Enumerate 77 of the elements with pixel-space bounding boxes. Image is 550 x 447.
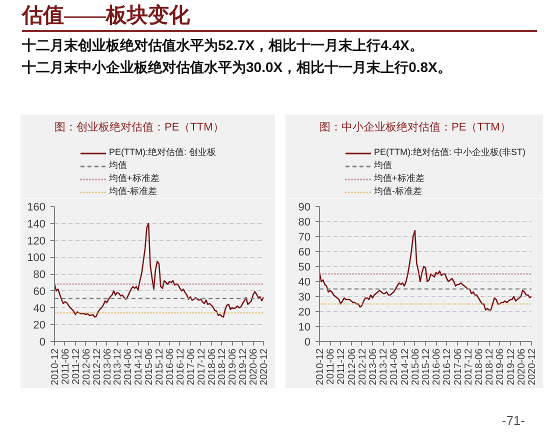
y-tick-label: 90: [298, 202, 311, 214]
x-tick-label: 2019-12: [238, 348, 250, 386]
x-tick-label: 2016-12: [442, 348, 454, 386]
x-tick-label: 2019-06: [228, 348, 239, 386]
x-tick-label: 2013-12: [112, 348, 124, 386]
y-tick-label: 60: [33, 286, 46, 298]
y-tick-label: 100: [27, 252, 46, 264]
y-tick-label: 70: [298, 232, 311, 244]
chart-title: 图：创业板绝对估值：PE（TTM）: [54, 120, 224, 134]
x-tick-label: 2012-12: [357, 348, 368, 386]
legend-label: 均值+标准差: [374, 172, 424, 185]
x-tick-label: 2015-12: [421, 348, 432, 386]
text: 估值——板块变化: [22, 0, 537, 32]
y-tick-label: 140: [27, 218, 46, 230]
x-tick-label: 2012-06: [346, 348, 358, 386]
chart-title: 图：中小企业板绝对估值：PE（TTM）: [320, 120, 511, 134]
x-tick-label: 2017-12: [196, 348, 208, 386]
text: -71-: [500, 412, 525, 430]
x-tick-label: 2019-06: [495, 348, 506, 386]
x-tick-label: 2014-12: [134, 348, 145, 386]
legend-label: PE(TTM):绝对估值: 中小企业板(非ST): [374, 146, 526, 159]
x-tick-label: 2015-12: [154, 348, 166, 386]
y-tick-label: 50: [298, 262, 311, 274]
line-series: [54, 222, 264, 318]
x-tick-label: 2020-12: [259, 348, 270, 386]
legend-label: PE(TTM):绝对估值: 创业板: [109, 146, 216, 159]
x-tick-label: 2017-06: [452, 348, 464, 386]
x-tick-label: 2015-06: [144, 348, 156, 386]
x-tick-label: 2016-06: [432, 348, 443, 386]
y-tick-label: 80: [33, 269, 46, 281]
y-tick-label: 20: [33, 320, 46, 332]
x-tick-label: 2014-12: [400, 348, 411, 386]
x-tick-label: 2016-06: [164, 348, 176, 386]
y-tick-label: 20: [298, 306, 311, 318]
legend-label: 均值-标准差: [374, 185, 422, 198]
x-tick-label: 2010-12: [315, 348, 326, 386]
legend-label: 均值-标准差: [109, 185, 157, 198]
x-tick-label: 2011-12: [70, 348, 82, 384]
x-tick-label: 2011-12: [336, 348, 348, 384]
x-tick-label: 2013-06: [102, 348, 114, 386]
y-tick-label: 10: [298, 322, 311, 334]
x-tick-label: 2019-12: [506, 348, 517, 386]
x-tick-label: 2013-06: [368, 348, 379, 386]
x-tick-label: 2011-06: [326, 348, 337, 384]
x-tick-label: 2014-06: [123, 348, 134, 386]
x-tick-label: 2018-12: [484, 348, 496, 386]
y-tick-label: 120: [27, 235, 46, 248]
x-tick-label: 2018-12: [217, 348, 228, 386]
text: 十二月末中小企业板绝对估值水平为30.0X，相比十一月末上行0.8X。: [22, 58, 452, 77]
x-tick-label: 2014-06: [389, 348, 400, 386]
x-tick-label: 2015-06: [410, 348, 422, 386]
y-tick-label: 0: [39, 336, 46, 348]
line-series: [320, 230, 532, 311]
legend-label: 均值: [374, 159, 393, 172]
x-tick-label: 2013-12: [378, 348, 390, 386]
y-tick-label: 60: [298, 246, 311, 258]
y-tick-label: 40: [33, 302, 46, 315]
x-tick-label: 2011-06: [60, 348, 72, 384]
x-tick-label: 2018-06: [206, 348, 218, 386]
x-tick-label: 2017-12: [463, 348, 474, 386]
legend-label: 均值+标准差: [109, 172, 160, 185]
x-tick-label: 2017-06: [186, 348, 197, 386]
y-tick-label: 30: [298, 292, 311, 304]
y-tick-label: 0: [304, 336, 311, 348]
x-tick-label: 2012-06: [81, 348, 92, 386]
y-tick-label: 160: [27, 202, 46, 214]
y-tick-label: 40: [298, 276, 311, 288]
x-tick-label: 2020-06: [248, 348, 260, 386]
x-tick-label: 2020-12: [527, 348, 538, 386]
x-tick-label: 2020-06: [516, 348, 528, 386]
x-tick-label: 2012-12: [92, 348, 103, 386]
text: 十二月末创业板绝对估值水平为52.7X，相比十一月末上行4.4X。: [22, 36, 424, 55]
y-tick-label: 80: [298, 216, 311, 228]
x-tick-label: 2016-12: [175, 348, 186, 386]
x-tick-label: 2018-06: [474, 348, 485, 386]
x-tick-label: 2010-12: [50, 348, 61, 386]
legend-label: 均值: [109, 159, 128, 172]
